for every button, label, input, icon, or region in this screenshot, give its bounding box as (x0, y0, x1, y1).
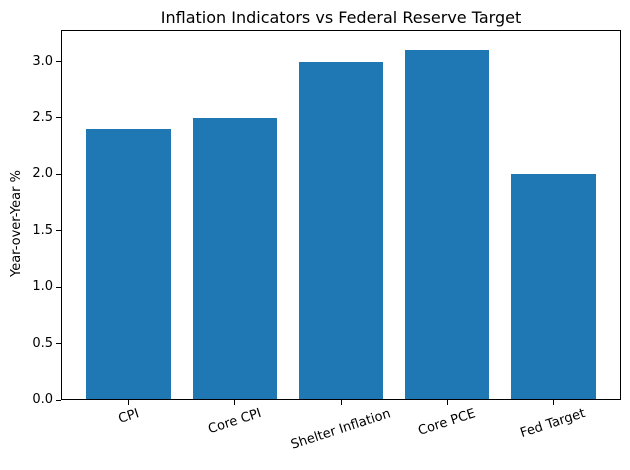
x-tick-mark (340, 400, 342, 405)
x-tick-label-cpi: CPI (116, 406, 141, 427)
y-tick-label: 2.0 (32, 166, 53, 182)
x-tick-label-core-pce: Core PCE (416, 405, 478, 439)
y-tick-label: 0.5 (32, 335, 53, 351)
plot-area (61, 30, 621, 400)
y-tick-mark (56, 61, 61, 63)
y-tick-label: 1.0 (32, 279, 53, 295)
y-tick-label: 2.5 (32, 109, 53, 125)
y-tick-mark (56, 230, 61, 232)
y-tick-label: 3.0 (32, 53, 53, 69)
y-tick-label: 1.5 (32, 222, 53, 238)
y-tick-mark (56, 286, 61, 288)
bar-core-cpi (192, 118, 278, 400)
bar-shelter-inflation (298, 61, 384, 400)
y-tick-label: 0.0 (32, 392, 53, 407)
x-tick-mark (234, 400, 236, 405)
x-tick-label-fed-target: Fed Target (518, 405, 588, 442)
y-tick-mark (56, 343, 61, 345)
x-tick-mark (446, 400, 448, 405)
x-tick-mark (552, 400, 554, 405)
bar-cpi (86, 129, 172, 400)
y-tick-mark (56, 117, 61, 119)
x-tick-label-core-cpi: Core CPI (206, 405, 264, 438)
bar-core-pce (404, 50, 490, 400)
x-tick-mark (128, 400, 130, 405)
y-tick-mark (56, 399, 61, 401)
chart-title: Inflation Indicators vs Federal Reserve … (160, 8, 522, 27)
y-tick-mark (56, 173, 61, 175)
bar-fed-target (510, 174, 596, 400)
x-tick-label-shelter-inflation: Shelter Inflation (289, 406, 393, 453)
